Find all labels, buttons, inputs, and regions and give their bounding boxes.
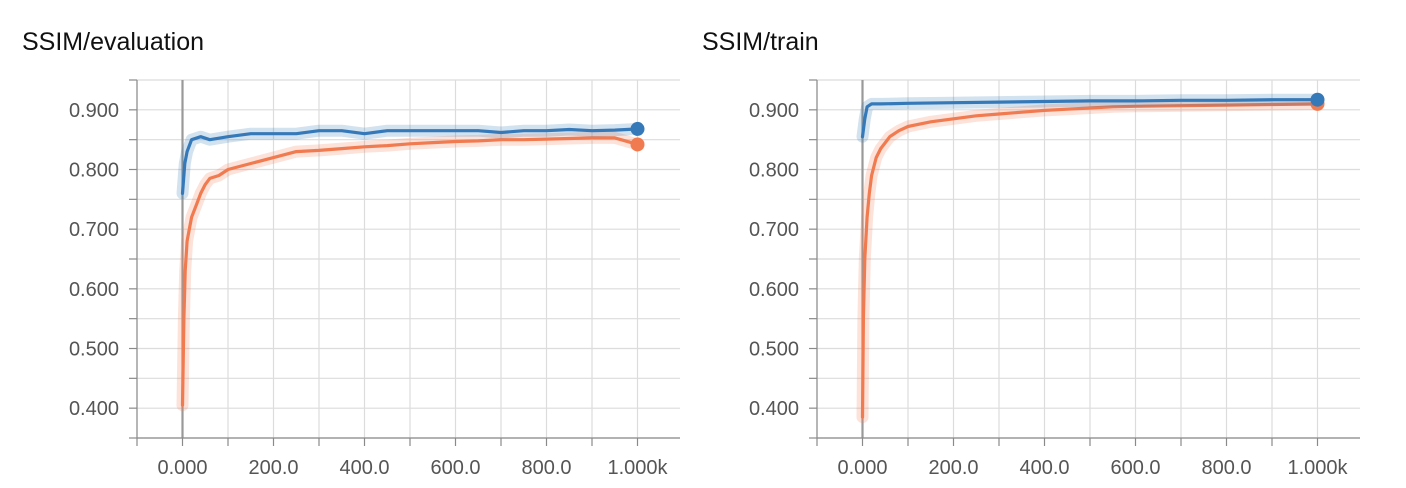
x-tick-label: 200.0 <box>928 457 978 479</box>
chart-plot-evaluation: 0.000 200.0 400.0 600.0 800.0 1.000k 0.400 0.50… <box>69 79 680 479</box>
x-tick-label: 1.000k <box>607 457 668 479</box>
series-line <box>860 98 1320 139</box>
y-tick-label: 0.400 <box>69 398 119 420</box>
chart-card-evaluation: SSIM/evaluation 0.000 200.0 400.0 600.0 800.… <box>0 0 680 488</box>
chart-title: SSIM/evaluation <box>22 28 205 56</box>
x-tick-label: 600.0 <box>1110 457 1160 479</box>
x-tick-label: 0.000 <box>837 457 887 479</box>
y-tick-label: 0.700 <box>749 219 799 241</box>
x-tick-label: 400.0 <box>339 457 389 479</box>
series-line <box>180 127 640 195</box>
y-tick-label: 0.800 <box>749 160 799 182</box>
y-tick-label: 0.600 <box>69 279 119 301</box>
x-tick-label: 200.0 <box>248 457 298 479</box>
series-end-marker <box>630 121 645 136</box>
y-tick-label: 0.900 <box>749 100 799 122</box>
y-tick-label: 0.500 <box>69 339 119 361</box>
x-tick-label: 0.000 <box>157 457 207 479</box>
y-tick-label: 0.800 <box>69 160 119 182</box>
series-end-marker <box>1310 92 1325 107</box>
chart-plot-train: 0.000 200.0 400.0 600.0 800.0 1.000k 0.400 0.50… <box>749 79 1360 479</box>
y-tick-label: 0.600 <box>749 279 799 301</box>
x-tick-label: 400.0 <box>1019 457 1069 479</box>
series-line <box>180 136 640 407</box>
x-tick-label: 1.000k <box>1287 457 1348 479</box>
y-tick-label: 0.900 <box>69 100 119 122</box>
x-tick-label: 800.0 <box>521 457 571 479</box>
series-end-marker <box>630 137 645 152</box>
chart-card-train: SSIM/train 0.000 200.0 400.0 600.0 800.0 1.00… <box>680 0 1360 488</box>
chart-title: SSIM/train <box>702 28 819 56</box>
y-tick-label: 0.700 <box>69 219 119 241</box>
x-tick-label: 600.0 <box>430 457 480 479</box>
y-tick-label: 0.500 <box>749 339 799 361</box>
y-tick-label: 0.400 <box>749 398 799 420</box>
series-line <box>860 102 1320 419</box>
x-tick-label: 800.0 <box>1201 457 1251 479</box>
